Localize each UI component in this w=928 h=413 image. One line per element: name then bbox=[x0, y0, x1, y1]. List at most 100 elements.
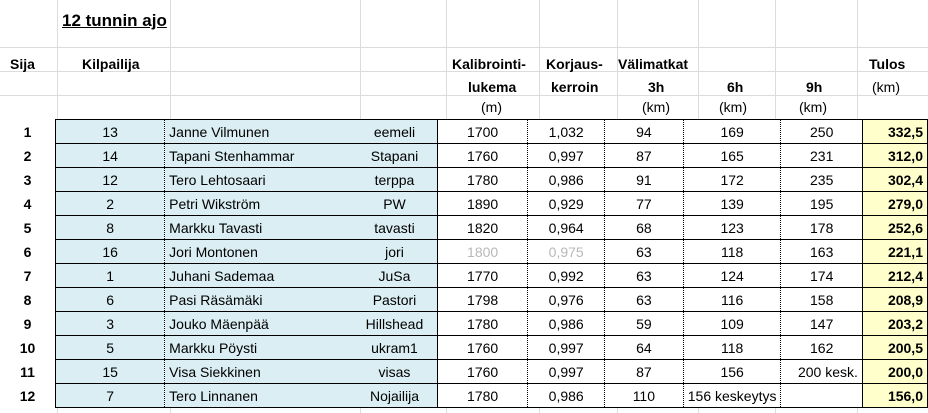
competitor-number: 14 bbox=[55, 143, 165, 168]
kalibrointi-value: 1700 bbox=[436, 119, 528, 144]
korjaus-value: 0,976 bbox=[527, 287, 605, 312]
header-kilpailija: Kilpailija bbox=[82, 56, 140, 72]
split-9h: 231 bbox=[780, 143, 863, 168]
competitor-name: Janne Vilmunen bbox=[164, 119, 353, 144]
split-6h: 116 bbox=[682, 287, 781, 312]
competitor-number: 3 bbox=[55, 311, 165, 336]
split-6h: 124 bbox=[682, 263, 781, 288]
results-table: 1 13 Janne Vilmunen eemeli 1700 1,032 94 169 250… bbox=[0, 119, 928, 408]
competitor-nick: ukram1 bbox=[352, 335, 438, 360]
header-kalibrointi-line1: Kalibrointi- bbox=[452, 56, 526, 72]
competitor-name: Pasi Räsämäki bbox=[164, 287, 353, 312]
table-row: 12 7 Tero Linnanen Nojailija 1780 0,986 110 156… bbox=[0, 383, 928, 408]
header-korjaus-line2: kerroin bbox=[551, 79, 599, 95]
kalibrointi-value: 1760 bbox=[436, 143, 528, 168]
kalibrointi-value: 1760 bbox=[436, 359, 528, 384]
rank-cell: 12 bbox=[0, 383, 56, 408]
split-3h: 77 bbox=[603, 191, 684, 216]
korjaus-value: 0,986 bbox=[527, 167, 605, 192]
kalibrointi-value: 1760 bbox=[436, 335, 528, 360]
header-9h-unit: (km) bbox=[799, 99, 827, 115]
competitor-name: Jouko Mäenpää bbox=[164, 311, 353, 336]
header-kalibrointi-line2: lukema bbox=[468, 79, 517, 95]
table-row: 4 2 Petri Wikström PW 1890 0,929 77 139 195 279,0 bbox=[0, 191, 928, 216]
table-row: 10 5 Markku Pöysti ukram1 1760 0,997 64 118 162 2… bbox=[0, 335, 928, 360]
competitor-number: 16 bbox=[55, 239, 165, 264]
competitor-number: 5 bbox=[55, 335, 165, 360]
korjaus-value: 0,929 bbox=[527, 191, 605, 216]
competitor-name: Markku Tavasti bbox=[164, 215, 353, 240]
tulos-value: 203,2 bbox=[861, 311, 928, 336]
split-6h: 169 bbox=[682, 119, 781, 144]
kalibrointi-value: 1890 bbox=[436, 191, 528, 216]
tulos-value: 208,9 bbox=[861, 287, 928, 312]
kalibrointi-value: 1800 bbox=[436, 239, 528, 264]
rank-cell: 2 bbox=[0, 143, 56, 168]
korjaus-value: 0,992 bbox=[527, 263, 605, 288]
competitor-nick: Nojailija bbox=[352, 383, 438, 408]
split-9h: 162 bbox=[780, 335, 863, 360]
table-row: 9 3 Jouko Mäenpää Hillshead 1780 0,986 59 109 14… bbox=[0, 311, 928, 336]
header-6h-unit: (km) bbox=[719, 99, 747, 115]
tulos-value: 200,5 bbox=[861, 335, 928, 360]
competitor-nick: Pastori bbox=[352, 287, 438, 312]
competitor-number: 6 bbox=[55, 287, 165, 312]
korjaus-value: 0,986 bbox=[527, 383, 605, 408]
competitor-number: 13 bbox=[55, 119, 165, 144]
rank-cell: 8 bbox=[0, 287, 56, 312]
tulos-value: 156,0 bbox=[861, 383, 928, 408]
rank-cell: 3 bbox=[0, 167, 56, 192]
tulos-value: 212,4 bbox=[861, 263, 928, 288]
header-tulos: Tulos bbox=[869, 56, 906, 72]
competitor-nick: jori bbox=[352, 239, 438, 264]
competitor-name: Visa Siekkinen bbox=[164, 359, 353, 384]
split-6h: 156 keskeytys bbox=[682, 383, 781, 408]
header-3h: 3h bbox=[648, 79, 665, 95]
header-valimatkat: Välimatkat bbox=[618, 56, 689, 72]
competitor-number: 7 bbox=[55, 383, 165, 408]
split-9h: 147 bbox=[780, 311, 863, 336]
competitor-name: Tapani Stenhammar bbox=[164, 143, 353, 168]
split-6h: 118 bbox=[682, 335, 781, 360]
competitor-number: 2 bbox=[55, 191, 165, 216]
competitor-name: Markku Pöysti bbox=[164, 335, 353, 360]
split-6h: 172 bbox=[682, 167, 781, 192]
competitor-number: 1 bbox=[55, 263, 165, 288]
table-row: 6 16 Jori Montonen jori 1800 0,975 63 118 163 221… bbox=[0, 239, 928, 264]
header-tulos-unit: (km) bbox=[872, 79, 900, 95]
rank-cell: 4 bbox=[0, 191, 56, 216]
table-row: 3 12 Tero Lehtosaari terppa 1780 0,986 91 172 23… bbox=[0, 167, 928, 192]
split-9h: 195 bbox=[780, 191, 863, 216]
split-3h: 91 bbox=[603, 167, 684, 192]
korjaus-value: 0,975 bbox=[527, 239, 605, 264]
split-9h: 158 bbox=[780, 287, 863, 312]
split-3h: 63 bbox=[603, 263, 684, 288]
split-3h: 68 bbox=[603, 215, 684, 240]
korjaus-value: 0,997 bbox=[527, 335, 605, 360]
competitor-nick: Stapani bbox=[352, 143, 438, 168]
split-6h: 123 bbox=[682, 215, 781, 240]
split-9h bbox=[780, 383, 863, 408]
header-kalibrointi-unit: (m) bbox=[481, 99, 502, 115]
tulos-value: 200,0 bbox=[861, 359, 928, 384]
rank-cell: 9 bbox=[0, 311, 56, 336]
tulos-value: 312,0 bbox=[861, 143, 928, 168]
competitor-nick: visas bbox=[352, 359, 438, 384]
kalibrointi-value: 1780 bbox=[436, 383, 528, 408]
competitor-name: Juhani Sademaa bbox=[164, 263, 353, 288]
tulos-value: 221,1 bbox=[861, 239, 928, 264]
split-9h: 178 bbox=[780, 215, 863, 240]
rank-cell: 5 bbox=[0, 215, 56, 240]
split-3h: 59 bbox=[603, 311, 684, 336]
kalibrointi-value: 1798 bbox=[436, 287, 528, 312]
split-9h: 174 bbox=[780, 263, 863, 288]
competitor-nick: eemeli bbox=[352, 119, 438, 144]
competitor-nick: PW bbox=[352, 191, 438, 216]
split-9h: 200 kesk. bbox=[780, 359, 863, 384]
rank-cell: 1 bbox=[0, 119, 56, 144]
split-6h: 139 bbox=[682, 191, 781, 216]
korjaus-value: 0,997 bbox=[527, 359, 605, 384]
split-3h: 63 bbox=[603, 239, 684, 264]
split-3h: 87 bbox=[603, 359, 684, 384]
table-row: 2 14 Tapani Stenhammar Stapani 1760 0,997 87 16… bbox=[0, 143, 928, 168]
